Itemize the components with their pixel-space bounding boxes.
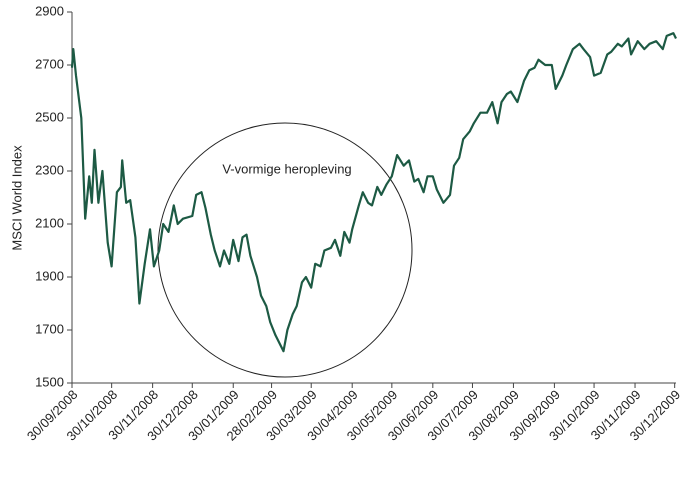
annotation: V-vormige heropleving [222, 161, 351, 176]
y-tick-label: 2100 [35, 215, 64, 230]
y-axis-label: MSCI World Index [9, 145, 24, 251]
highlight-circle [157, 122, 413, 378]
y-tick-label: 2700 [35, 56, 64, 71]
y-tick-label: 2500 [35, 109, 64, 124]
y-tick-label: 1700 [35, 321, 64, 336]
y-tick-label: 1900 [35, 268, 64, 283]
y-tick-label: 2300 [35, 162, 64, 177]
index-line [70, 32, 677, 353]
y-tick-label: 2900 [35, 3, 64, 18]
y-tick-label: 1500 [35, 374, 64, 389]
